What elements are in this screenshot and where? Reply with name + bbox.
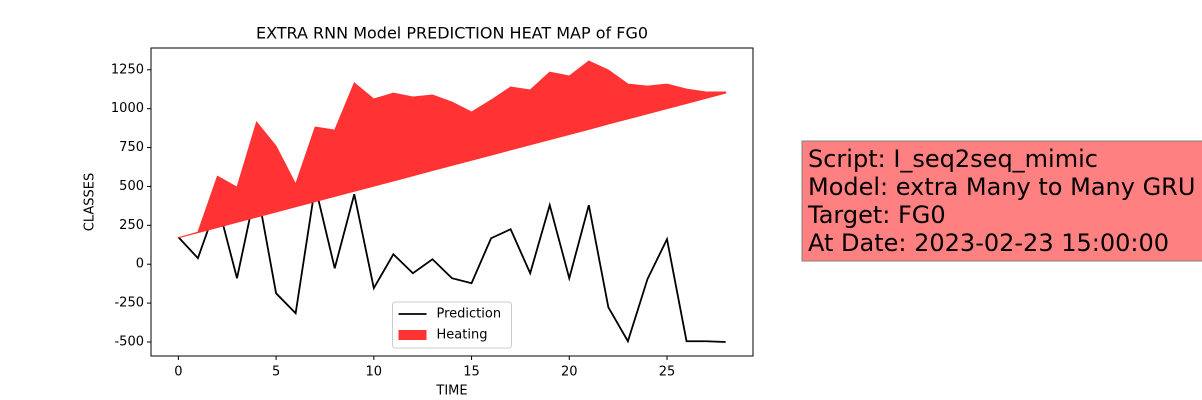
x-tick-label: 25: [659, 365, 676, 380]
x-tick-label: 20: [561, 365, 578, 380]
y-tick-label: 1250: [111, 62, 144, 77]
x-tick-label: 0: [174, 365, 182, 380]
plot-frame: [150, 47, 754, 357]
y-tick-label: 1000: [111, 101, 144, 116]
y-tick-label: 500: [119, 179, 144, 194]
annotation-box: [801, 140, 1202, 262]
annotation-line: Target: FG0: [807, 201, 946, 229]
y-tick-label: -250: [114, 296, 144, 311]
prediction-line: [177, 185, 726, 344]
x-tick-label: 5: [272, 365, 280, 380]
x-tick-label: 15: [463, 365, 480, 380]
y-axis-label: CLASSES: [83, 173, 98, 231]
y-tick-label: 0: [136, 257, 144, 272]
chart-title: EXTRA RNN Model PREDICTION HEAT MAP of F…: [256, 24, 648, 43]
legend-swatch: [398, 330, 427, 340]
annotation-line: Model: extra Many to Many GRU: [808, 173, 1195, 201]
y-tick-label: -500: [114, 335, 144, 350]
annotation-line: Script: I_seq2seq_mimic: [808, 145, 1098, 173]
x-tick-label: 10: [366, 365, 383, 380]
x-axis-label: TIME: [435, 384, 467, 399]
y-tick-label: 250: [119, 218, 144, 233]
legend-label: Prediction: [437, 307, 502, 322]
heating-area: [178, 60, 727, 239]
annotation-line: At Date: 2023-02-23 15:00:00: [808, 229, 1169, 257]
legend-label: Heating: [437, 328, 488, 343]
y-tick-label: 750: [119, 140, 144, 155]
